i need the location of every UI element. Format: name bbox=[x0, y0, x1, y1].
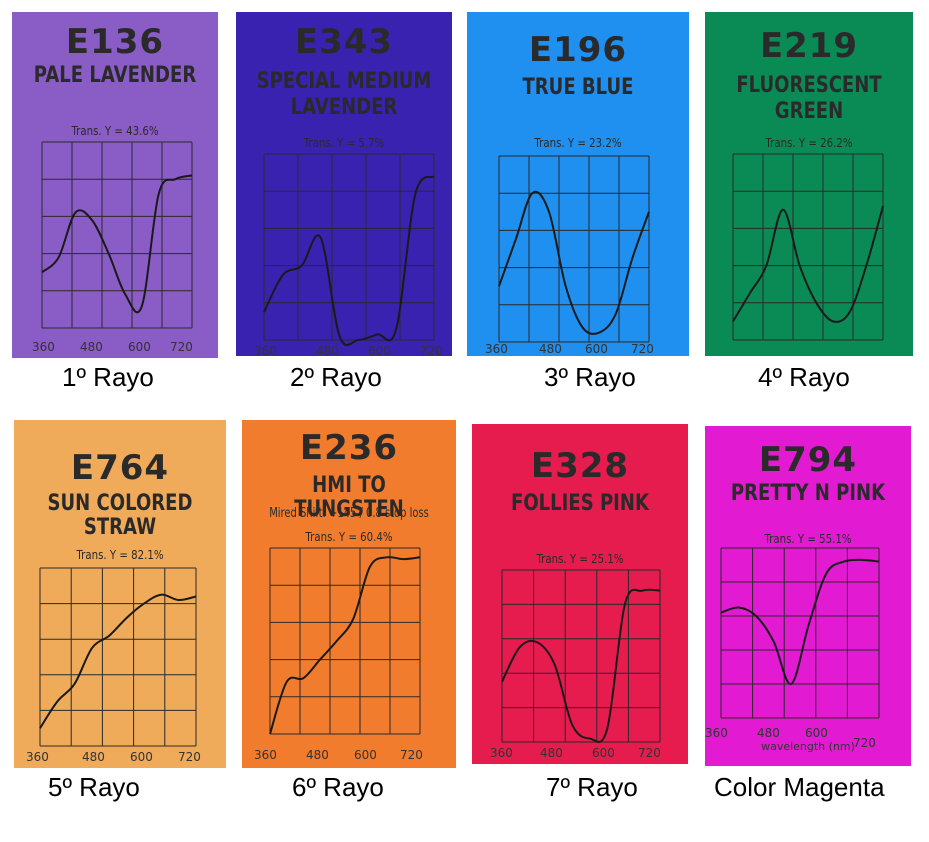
transmission-label: Trans. Y = 60.4% bbox=[305, 530, 393, 544]
tick-720: 720 bbox=[400, 748, 423, 762]
gel-name: SUN COLORED bbox=[47, 491, 193, 516]
spectral-curve bbox=[501, 569, 661, 743]
tick-480: 480 bbox=[539, 342, 562, 356]
caption-3: 3º Rayo bbox=[544, 362, 636, 392]
gel-name: HMI TO TUNGSTEN bbox=[294, 473, 404, 523]
transmission-curve bbox=[39, 593, 197, 729]
gel-code: E764 bbox=[70, 448, 170, 488]
tick-360: 360 bbox=[26, 750, 49, 764]
tick-600: 600 bbox=[805, 726, 828, 740]
caption-5: 5º Rayo bbox=[48, 772, 140, 802]
tick-360: 360 bbox=[254, 748, 277, 762]
spectral-curve bbox=[720, 547, 880, 719]
transmission-curve bbox=[732, 205, 884, 323]
spectral-curve bbox=[39, 567, 197, 747]
tick-720: 720 bbox=[631, 342, 654, 356]
plot-grid bbox=[498, 155, 650, 343]
tick-480: 480 bbox=[80, 340, 103, 354]
gel-name: FOLLIES PINK bbox=[511, 491, 649, 516]
caption-4: 4º Rayo bbox=[758, 362, 850, 392]
swatch-e136: E136 PALE LAVENDER Trans. Y = 43.6% 360 … bbox=[12, 12, 218, 358]
spectral-curve bbox=[498, 155, 650, 343]
transmission-label: Trans. Y = 55.1% bbox=[764, 532, 852, 546]
caption-1: 1º Rayo bbox=[62, 362, 154, 392]
spectral-curve bbox=[41, 141, 193, 329]
gel-code: E328 bbox=[530, 446, 630, 486]
tick-480: 480 bbox=[540, 746, 563, 760]
tick-600: 600 bbox=[368, 344, 391, 356]
tick-360: 360 bbox=[485, 342, 508, 356]
swatch-e196: E196 TRUE BLUE Trans. Y = 23.2% 360 480 … bbox=[467, 12, 689, 356]
plot-grid bbox=[41, 141, 193, 329]
tick-360: 360 bbox=[254, 344, 277, 356]
tick-720: 720 bbox=[420, 344, 443, 356]
tick-600: 600 bbox=[592, 746, 615, 760]
wavelength-label: wavelength (nm) bbox=[761, 740, 855, 753]
gel-code: E236 bbox=[299, 428, 399, 468]
tick-360: 360 bbox=[32, 340, 55, 354]
transmission-curve bbox=[498, 190, 650, 335]
transmission-curve bbox=[41, 174, 193, 314]
plot-grid bbox=[732, 153, 884, 341]
gel-code: E219 bbox=[759, 26, 859, 66]
plot-grid bbox=[39, 567, 197, 747]
swatch-e328: E328 FOLLIES PINK Trans. Y = 25.1% 360 4… bbox=[472, 424, 688, 764]
transmission-curve bbox=[501, 588, 661, 743]
transmission-label: Trans. Y = 82.1% bbox=[76, 548, 164, 562]
gel-name: FLUORESCENT bbox=[736, 73, 882, 98]
tick-720: 720 bbox=[638, 746, 661, 760]
tick-360: 360 bbox=[705, 726, 728, 740]
swatch-e219: E219 FLUORESCENT GREEN Trans. Y = 26.2% bbox=[705, 12, 913, 356]
gel-code: E794 bbox=[758, 440, 858, 480]
gel-name: SPECIAL MEDIUM bbox=[256, 69, 432, 94]
tick-480: 480 bbox=[316, 344, 339, 356]
transmission-curve bbox=[720, 558, 880, 686]
spectral-curve bbox=[732, 153, 884, 341]
plot-grid bbox=[720, 547, 880, 719]
transmission-label: Trans. Y = 5.7% bbox=[303, 136, 385, 150]
gel-name: TRUE BLUE bbox=[522, 75, 634, 100]
plot-grid bbox=[501, 569, 661, 743]
tick-600: 600 bbox=[354, 748, 377, 762]
gel-code: E196 bbox=[528, 30, 628, 70]
tick-600: 600 bbox=[128, 340, 151, 354]
transmission-curve bbox=[263, 175, 435, 347]
transmission-label: Trans. Y = 43.6% bbox=[71, 124, 159, 138]
mired-shift-label: Mired Shift: +145 / 0.8 stop loss bbox=[269, 506, 429, 521]
tick-600: 600 bbox=[585, 342, 608, 356]
gel-name-line-2: GREEN bbox=[774, 99, 844, 124]
caption-8: Color Magenta bbox=[714, 772, 885, 802]
transmission-label: Trans. Y = 25.1% bbox=[536, 552, 624, 566]
caption-7: 7º Rayo bbox=[546, 772, 638, 802]
gel-name: PRETTY N PINK bbox=[730, 481, 886, 506]
swatch-e794: E794 PRETTY N PINK Trans. Y = 55.1% 360 … bbox=[705, 426, 911, 766]
gel-name-line-2: STRAW bbox=[83, 515, 157, 540]
spectral-curve bbox=[263, 153, 435, 347]
gel-code: E343 bbox=[294, 22, 394, 62]
tick-360: 360 bbox=[490, 746, 513, 760]
transmission-curve bbox=[269, 556, 421, 735]
plot-grid bbox=[269, 547, 421, 735]
spectral-curve bbox=[269, 547, 421, 735]
tick-600: 600 bbox=[130, 750, 153, 764]
tick-720: 720 bbox=[853, 736, 876, 750]
gel-code: E136 bbox=[65, 22, 165, 62]
tick-720: 720 bbox=[170, 340, 193, 354]
transmission-label: Trans. Y = 26.2% bbox=[765, 136, 853, 150]
swatch-e764: E764 SUN COLORED STRAW Trans. Y = 82.1% … bbox=[14, 420, 226, 768]
swatch-e343: E343 SPECIAL MEDIUM LAVENDER Trans. Y = … bbox=[236, 12, 452, 356]
gel-name-line-2: LAVENDER bbox=[290, 95, 398, 120]
transmission-label: Trans. Y = 23.2% bbox=[534, 136, 622, 150]
tick-480: 480 bbox=[306, 748, 329, 762]
caption-2: 2º Rayo bbox=[290, 362, 382, 392]
swatch-e236: E236 HMI TO TUNGSTEN Mired Shift: +145 /… bbox=[242, 420, 456, 768]
tick-480: 480 bbox=[82, 750, 105, 764]
tick-480: 480 bbox=[757, 726, 780, 740]
tick-720: 720 bbox=[178, 750, 201, 764]
gel-name: PALE LAVENDER bbox=[33, 63, 197, 88]
caption-6: 6º Rayo bbox=[292, 772, 384, 802]
